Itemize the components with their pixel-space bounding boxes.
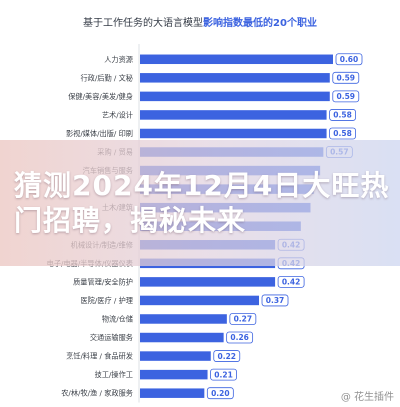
chart-title-highlight: 影响指数最低的20个职业 [203, 18, 317, 29]
value-label-box [335, 53, 363, 66]
value-label: 0.20 [211, 389, 230, 398]
bar [140, 128, 327, 139]
category-label: 影视/媒体/出版/ 印刷 [66, 129, 133, 138]
bar [140, 388, 205, 398]
bar [140, 314, 227, 324]
bar [140, 351, 211, 361]
bar [140, 277, 276, 287]
value-label-box [226, 331, 254, 344]
chart-title-prefix: 基于工作任务的大语言模型 [83, 18, 204, 29]
bar [140, 91, 330, 102]
value-label-box [229, 313, 257, 325]
value-label-box [206, 387, 234, 400]
category-label: 质量管理/安全防护 [73, 277, 133, 286]
category-label: 技工/操作工 [95, 370, 133, 379]
bar [140, 295, 260, 306]
chart-title: 基于工作任务的大语言模型影响指数最低的20个职业 [0, 14, 400, 29]
value-label-box [329, 109, 356, 121]
value-label: 0.22 [218, 352, 237, 361]
category-label: 艺术/设计 [102, 110, 133, 119]
value-label: 0.42 [282, 278, 301, 287]
bar [140, 54, 333, 65]
category-label: 保健/美容/美发/健身 [68, 92, 133, 101]
category-label: 行政/后勤 / 文秘 [80, 73, 133, 82]
value-label: 0.58 [333, 111, 352, 120]
value-label-box [261, 294, 289, 307]
value-label-box [277, 275, 305, 288]
bar [140, 73, 330, 83]
category-label: 医院/医疗 / 护理 [80, 296, 133, 305]
category-label: 农/林/牧/渔 / 家政服务 [61, 389, 133, 398]
value-label-box [213, 350, 241, 362]
value-label-box [332, 71, 360, 84]
category-label: 烹饪/料理 / 食品研发 [66, 352, 133, 361]
value-label: 0.37 [266, 296, 285, 305]
category-label: 物流/仓储 [102, 314, 133, 323]
headline-overlay-text: 猜测2024年12月4日大旺热门招聘，揭秘未来 [14, 169, 390, 237]
value-label: 0.21 [214, 370, 233, 379]
bar [140, 110, 327, 120]
value-label: 0.59 [337, 92, 356, 101]
value-label: 0.59 [337, 74, 356, 83]
value-label: 0.58 [333, 129, 352, 138]
category-label: 交通运输服务 [90, 333, 133, 342]
bar [140, 332, 224, 343]
watermark: @ 花生插件 [340, 392, 394, 403]
headline-overlay-band [0, 140, 400, 266]
category-label: 人力资源 [104, 55, 133, 64]
value-label-box [210, 368, 237, 381]
bar [140, 369, 208, 380]
value-label: 0.27 [234, 315, 253, 324]
value-label: 0.26 [230, 333, 249, 342]
value-label: 0.60 [340, 55, 359, 64]
value-label-box [332, 90, 360, 103]
value-label-box [329, 127, 356, 140]
